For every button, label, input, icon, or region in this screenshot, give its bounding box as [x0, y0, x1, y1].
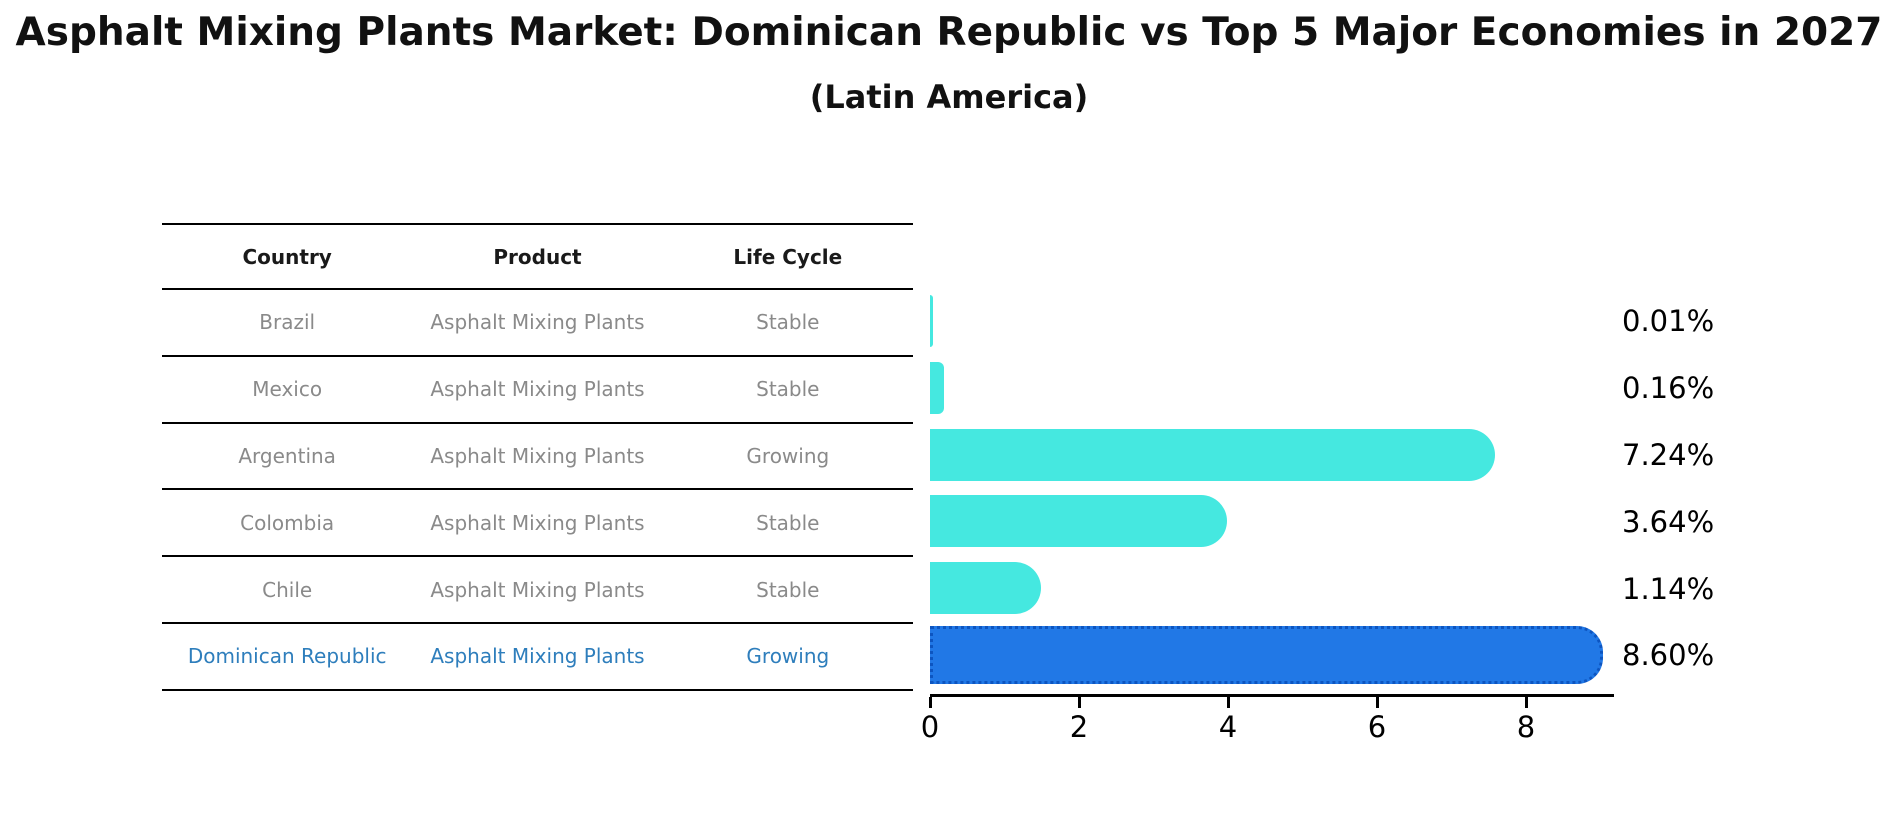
table-row: Dominican Republic Asphalt Mixing Plants G…: [162, 624, 913, 691]
cell-product: Asphalt Mixing Plants: [430, 310, 645, 335]
x-tick-mark: [1375, 697, 1379, 708]
bar-brazil: [930, 295, 933, 347]
x-tick-label: 6: [1367, 710, 1387, 744]
table-row: Mexico Asphalt Mixing Plants Stable: [162, 357, 913, 424]
table-row: Brazil Asphalt Mixing Plants Stable: [162, 290, 913, 357]
cell-product: Asphalt Mixing Plants: [430, 510, 645, 535]
bar-mexico: [930, 361, 944, 414]
bar-slot: [930, 355, 1613, 422]
bar-slot: [930, 488, 1613, 555]
bar-value-label: 3.64%: [1622, 504, 1715, 539]
x-axis-line: [930, 694, 1614, 697]
table-row: Argentina Asphalt Mixing Plants Growing: [162, 424, 913, 491]
x-tick-label: 4: [1218, 710, 1238, 744]
cell-product: Asphalt Mixing Plants: [430, 377, 645, 402]
chart-subtitle: (Latin America): [809, 78, 1089, 116]
cell-life-cycle: Stable: [756, 310, 820, 335]
x-tick-label: 2: [1069, 710, 1089, 744]
cell-country: Brazil: [259, 310, 316, 335]
table-row: Colombia Asphalt Mixing Plants Stable: [162, 490, 913, 558]
chart-title: Asphalt Mixing Plants Market: Dominican …: [15, 10, 1883, 55]
country-info-table: Country Product Life Cycle Brazil Asphalt Mi…: [162, 223, 913, 691]
bar-value-label: 0.01%: [1622, 304, 1715, 339]
x-tick-label: 0: [920, 710, 940, 744]
cell-life-cycle: Stable: [756, 377, 820, 402]
cell-life-cycle: Stable: [756, 510, 820, 535]
table-header-cell: Country: [242, 244, 332, 269]
cell-country: Colombia: [240, 510, 335, 535]
bar-slot: [930, 555, 1613, 622]
bar-slot: [930, 622, 1613, 689]
bar-argentina: [930, 428, 1496, 481]
bar-dominican-republic: [930, 626, 1603, 684]
x-tick-mark: [1077, 697, 1081, 708]
table-header-cell: Life Cycle: [733, 244, 843, 269]
x-tick-mark: [1524, 697, 1528, 708]
cell-life-cycle: Growing: [746, 443, 830, 468]
bar-slot: [930, 288, 1613, 355]
cell-country: Dominican Republic: [187, 644, 387, 669]
x-tick-label: 8: [1516, 710, 1536, 744]
cell-life-cycle: Growing: [746, 644, 830, 669]
bar-colombia: [930, 495, 1228, 548]
bar-value-label: 7.24%: [1622, 438, 1715, 472]
table-row: Chile Asphalt Mixing Plants Stable: [162, 557, 913, 624]
table-header-row: Country Product Life Cycle: [162, 225, 913, 290]
cell-country: Argentina: [238, 443, 336, 468]
cell-product: Asphalt Mixing Plants: [430, 644, 645, 669]
cell-product: Asphalt Mixing Plants: [430, 443, 645, 468]
bar-value-label: 1.14%: [1622, 571, 1715, 606]
bar-value-label: 0.16%: [1622, 371, 1715, 406]
x-tick-mark: [1226, 697, 1230, 708]
cell-life-cycle: Stable: [756, 577, 820, 602]
bar-slot: [930, 422, 1613, 489]
bar-chart-plot-area: [930, 288, 1613, 689]
cell-country: Chile: [262, 577, 313, 602]
cell-product: Asphalt Mixing Plants: [430, 577, 645, 602]
bar-chile: [930, 562, 1041, 615]
table-header-cell: Product: [493, 244, 582, 269]
bar-value-label: 8.60%: [1622, 638, 1715, 673]
cell-country: Mexico: [252, 377, 323, 402]
x-tick-mark: [928, 697, 932, 708]
